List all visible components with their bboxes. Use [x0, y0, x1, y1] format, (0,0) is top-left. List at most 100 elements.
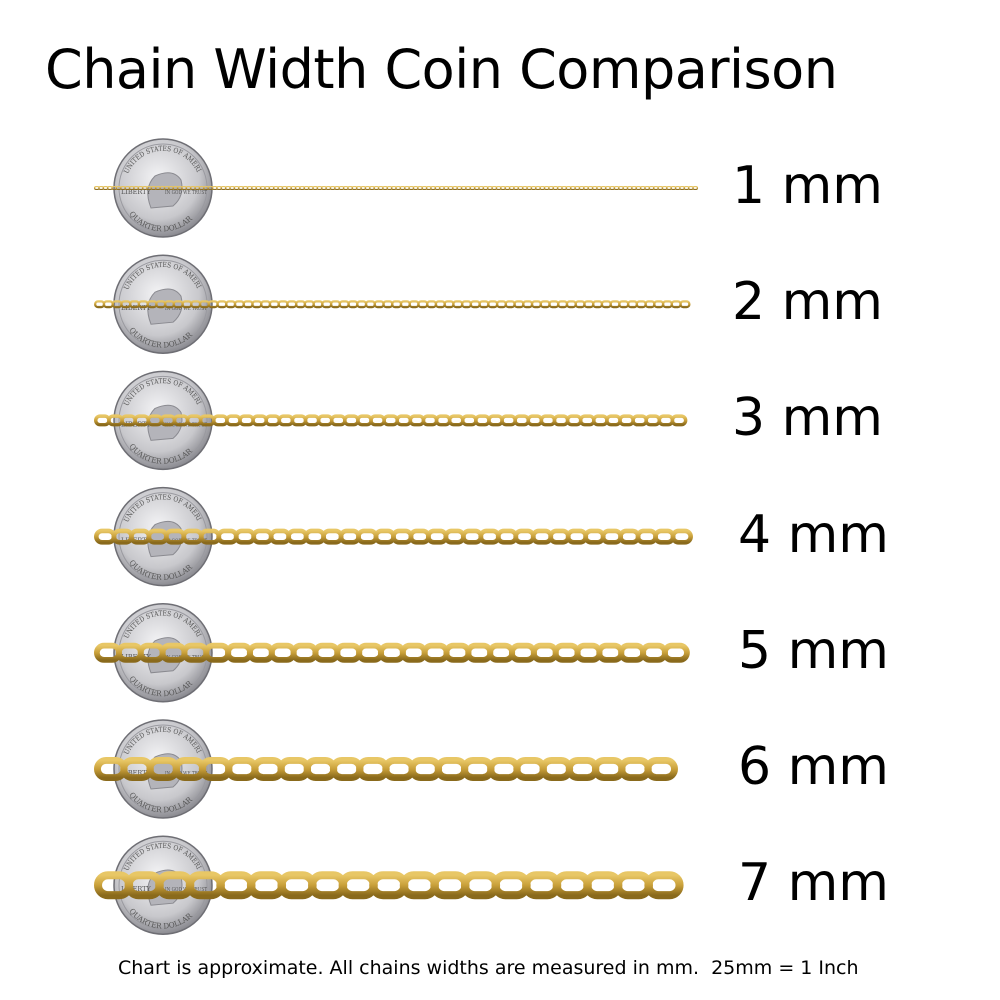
chain-link: [482, 185, 489, 190]
chain-link: [666, 185, 672, 190]
coin-lettering-liberty: LIBERTY: [121, 304, 152, 312]
chain-link: [618, 642, 647, 663]
chain-link: [561, 185, 567, 190]
chain-link: [251, 757, 285, 782]
chain-link: [469, 300, 481, 309]
row-4mm: UNITED STATES OF AMERICAQUARTER DOLLARLI…: [0, 0, 693, 587]
chain-link: [587, 185, 594, 190]
chain-link: [596, 642, 625, 663]
chain-link: [251, 185, 257, 190]
chain-link: [583, 528, 606, 545]
chain-link: [225, 757, 259, 782]
chain-link: [347, 300, 359, 309]
chain-link: [268, 528, 292, 545]
chain-link: [399, 642, 428, 663]
row-3mm: UNITED STATES OF AMERICAQUARTER DOLLARLI…: [0, 0, 688, 471]
chain-link: [618, 185, 624, 190]
chain-link: [539, 757, 574, 782]
row-6mm: UNITED STATES OF AMERICAQUARTER DOLLARLI…: [0, 0, 678, 819]
chain-link: [478, 300, 490, 309]
chain-link: [661, 185, 668, 190]
chain-link: [356, 414, 373, 427]
width-label-2mm: 2 mm: [732, 272, 883, 333]
chain-link: [386, 185, 393, 190]
chain-link: [565, 300, 577, 309]
chain-link: [290, 642, 319, 663]
chain-link: [530, 642, 559, 663]
chain-link: [648, 185, 655, 190]
chain-link: [312, 185, 319, 190]
chain-link: [233, 185, 240, 190]
row-1mm: UNITED STATES OF AMERICAQUARTER DOLLARLI…: [0, 0, 699, 238]
chain-link: [329, 300, 342, 309]
chain-link: [679, 185, 685, 190]
chain-link: [338, 300, 350, 309]
chain-link: [640, 185, 646, 190]
chain-link: [644, 185, 650, 190]
chain-link: [460, 871, 501, 900]
chain-link: [425, 185, 432, 190]
chain-link: [495, 185, 502, 190]
chain-link: [548, 185, 554, 190]
chain-link: [369, 871, 409, 900]
chain-5mm: [94, 642, 690, 663]
chain-link: [618, 414, 635, 427]
chain-link: [93, 414, 111, 427]
chain-link: [574, 300, 586, 309]
chain-link: [277, 871, 317, 900]
chain-link: [264, 185, 270, 190]
chain-link: [251, 528, 274, 545]
chain-link: [329, 414, 347, 427]
chain-link: [565, 414, 583, 427]
chain-link: [421, 414, 439, 427]
chain-link: [342, 414, 360, 427]
chain-link: [600, 300, 612, 309]
chain-link: [225, 414, 242, 427]
chain-link: [683, 185, 690, 190]
chain-link: [452, 300, 464, 309]
chain-link: [408, 414, 426, 427]
chain-link: [294, 185, 301, 190]
chain-link: [338, 871, 378, 900]
chain-link: [474, 414, 491, 427]
chain-link: [657, 414, 675, 427]
chain-link: [539, 300, 551, 309]
chain-link: [504, 300, 516, 309]
chain-link: [395, 185, 401, 190]
chain-link: [399, 300, 411, 309]
chain-link: [233, 528, 257, 545]
chain-link: [93, 185, 100, 190]
chain-link: [600, 528, 624, 545]
chain-link: [670, 300, 682, 309]
chain-link: [439, 185, 445, 190]
chain-link: [609, 300, 621, 309]
chain-4mm: [94, 528, 693, 545]
footnote: Chart is approximate. All chains widths …: [118, 957, 859, 979]
coin-lettering-motto: IN GOD WE TRUST: [165, 771, 207, 777]
chain-link: [251, 414, 269, 427]
chain-link: [591, 185, 598, 190]
chain-link: [670, 414, 688, 427]
chain-link: [434, 757, 469, 782]
chain-link: [259, 300, 272, 309]
chain-link: [583, 185, 589, 190]
chain-link: [447, 414, 465, 427]
chain-link: [626, 185, 633, 190]
coin-lettering-liberty: LIBERTY: [121, 188, 152, 196]
chain-link: [530, 185, 537, 190]
chain-link: [487, 300, 499, 309]
chain-link: [303, 757, 338, 782]
chain-link: [94, 528, 117, 545]
width-label-1mm: 1 mm: [732, 156, 883, 216]
chain-link: [513, 300, 525, 309]
width-label-3mm: 3 mm: [732, 388, 883, 449]
chain-link: [653, 185, 659, 190]
chain-link: [430, 185, 436, 190]
chain-link: [268, 185, 275, 190]
chain-link: [312, 642, 341, 663]
row-7mm: UNITED STATES OF AMERICAQUARTER DOLLARLI…: [0, 0, 684, 935]
coin-lettering-motto: IN GOD WE TRUST: [165, 190, 207, 196]
width-label-6mm: 6 mm: [738, 737, 889, 797]
chain-link: [356, 185, 362, 190]
chain-link: [535, 185, 541, 190]
